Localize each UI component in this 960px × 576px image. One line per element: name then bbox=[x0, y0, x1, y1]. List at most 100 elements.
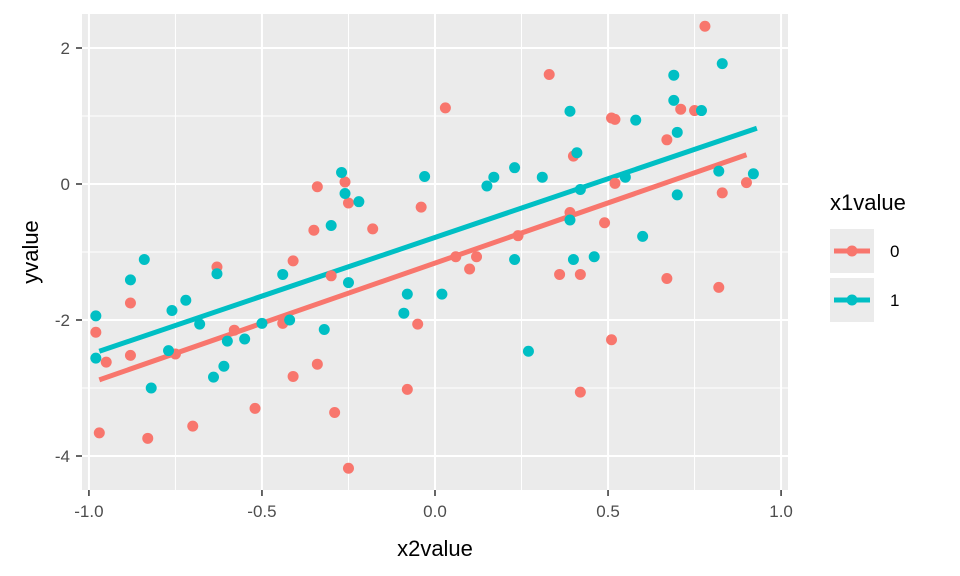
data-point-series-0 bbox=[90, 326, 102, 338]
data-point-series-0 bbox=[308, 224, 320, 236]
data-point-series-0 bbox=[661, 273, 673, 285]
data-point-series-0 bbox=[124, 297, 136, 309]
data-point-series-0 bbox=[311, 358, 323, 370]
data-point-series-0 bbox=[249, 402, 261, 414]
legend-key-point bbox=[846, 245, 858, 257]
legend-keys: 01 bbox=[830, 229, 899, 322]
legend-label-series-1: 1 bbox=[890, 291, 899, 310]
data-point-series-1 bbox=[747, 168, 759, 180]
data-point-series-1 bbox=[339, 188, 351, 200]
data-point-series-0 bbox=[599, 217, 611, 229]
data-point-series-1 bbox=[671, 189, 683, 201]
data-point-series-1 bbox=[713, 165, 725, 177]
data-points bbox=[90, 20, 759, 474]
data-point-series-1 bbox=[90, 310, 102, 322]
data-point-series-1 bbox=[637, 230, 649, 242]
data-point-series-0 bbox=[675, 103, 687, 115]
data-point-series-0 bbox=[311, 181, 323, 193]
data-point-series-0 bbox=[287, 255, 299, 267]
y-tick-label: -2 bbox=[55, 311, 70, 330]
data-point-series-1 bbox=[671, 126, 683, 138]
data-point-series-1 bbox=[138, 253, 150, 265]
y-tick-label: 0 bbox=[61, 175, 70, 194]
data-point-series-0 bbox=[367, 223, 379, 235]
data-point-series-1 bbox=[211, 268, 223, 280]
data-point-series-0 bbox=[713, 281, 725, 293]
x-axis: -1.0 -0.5 0.0 0.5 1.0 bbox=[74, 490, 793, 521]
data-point-series-1 bbox=[695, 105, 707, 117]
y-axis-title: yvalue bbox=[18, 220, 43, 284]
data-point-series-0 bbox=[471, 251, 483, 263]
legend-title: x1value bbox=[830, 190, 906, 215]
data-point-series-1 bbox=[436, 288, 448, 300]
data-point-series-0 bbox=[100, 356, 112, 368]
data-point-series-0 bbox=[554, 268, 566, 280]
data-point-series-0 bbox=[287, 370, 299, 382]
y-axis: -4 -2 0 2 bbox=[55, 39, 82, 466]
data-point-series-0 bbox=[342, 462, 354, 474]
data-point-series-0 bbox=[543, 69, 555, 81]
data-point-series-1 bbox=[564, 214, 576, 226]
x-tick-label: 0.0 bbox=[423, 502, 447, 521]
x-tick-label: 0.5 bbox=[596, 502, 620, 521]
data-point-series-1 bbox=[668, 94, 680, 106]
data-point-series-0 bbox=[339, 176, 351, 188]
y-tick-label: -4 bbox=[55, 447, 70, 466]
data-point-series-0 bbox=[609, 177, 621, 189]
data-point-series-1 bbox=[509, 162, 521, 174]
fit-line-series-0 bbox=[98, 152, 748, 383]
data-point-series-0 bbox=[401, 383, 413, 395]
data-point-series-0 bbox=[606, 334, 617, 346]
data-point-series-1 bbox=[194, 318, 206, 330]
legend-label-series-0: 0 bbox=[890, 242, 899, 261]
data-point-series-1 bbox=[284, 314, 296, 326]
data-point-series-1 bbox=[90, 352, 102, 364]
x-tick-label: -1.0 bbox=[74, 502, 103, 521]
data-point-series-1 bbox=[218, 360, 230, 372]
data-point-series-0 bbox=[142, 432, 154, 444]
data-point-series-1 bbox=[336, 166, 348, 178]
data-point-series-1 bbox=[574, 183, 586, 195]
data-point-series-1 bbox=[342, 277, 354, 289]
data-point-series-0 bbox=[740, 177, 752, 189]
data-point-series-0 bbox=[716, 187, 728, 199]
fit-line-series-1 bbox=[98, 125, 758, 354]
data-point-series-0 bbox=[450, 251, 462, 263]
x-axis-title: x2value bbox=[397, 536, 473, 561]
data-point-series-0 bbox=[609, 113, 621, 125]
legend-key-point bbox=[846, 294, 858, 306]
data-point-series-1 bbox=[325, 219, 337, 231]
data-point-series-1 bbox=[163, 345, 175, 357]
data-point-series-1 bbox=[668, 69, 680, 81]
data-point-series-0 bbox=[325, 270, 337, 282]
data-point-series-0 bbox=[415, 201, 427, 213]
data-point-series-1 bbox=[716, 58, 728, 70]
data-point-series-1 bbox=[630, 114, 642, 126]
data-point-series-1 bbox=[277, 268, 289, 280]
data-point-series-1 bbox=[166, 304, 178, 316]
data-point-series-0 bbox=[512, 230, 524, 242]
data-point-series-0 bbox=[93, 427, 105, 439]
data-point-series-0 bbox=[124, 349, 136, 361]
data-point-series-0 bbox=[574, 386, 586, 398]
data-point-series-1 bbox=[208, 371, 220, 383]
legend: x1value 01 bbox=[830, 190, 906, 322]
x-tick-label: 1.0 bbox=[769, 502, 793, 521]
data-point-series-1 bbox=[509, 253, 521, 265]
data-point-series-1 bbox=[221, 335, 233, 347]
data-point-series-0 bbox=[412, 318, 424, 330]
y-tick-label: 2 bbox=[61, 39, 70, 58]
data-point-series-1 bbox=[145, 382, 157, 394]
data-point-series-1 bbox=[401, 288, 413, 300]
data-point-series-1 bbox=[256, 317, 268, 329]
data-point-series-1 bbox=[571, 147, 583, 159]
data-point-series-1 bbox=[522, 345, 534, 357]
data-point-series-1 bbox=[419, 171, 431, 183]
data-point-series-1 bbox=[536, 171, 548, 183]
fit-lines bbox=[98, 125, 758, 383]
data-point-series-1 bbox=[481, 180, 493, 192]
data-point-series-1 bbox=[567, 253, 579, 265]
data-point-series-1 bbox=[180, 294, 192, 306]
data-point-series-1 bbox=[353, 196, 365, 208]
